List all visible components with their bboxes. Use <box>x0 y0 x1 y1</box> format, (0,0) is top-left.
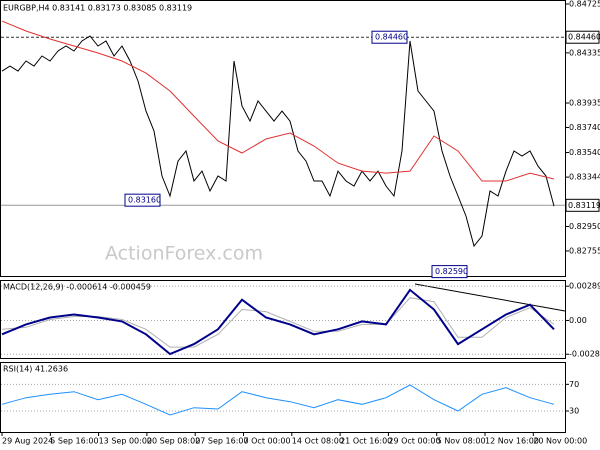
y-tick-label: 0.00 <box>569 316 587 325</box>
y-tick-label: 0.82755 <box>569 246 600 255</box>
series-line <box>1 20 555 182</box>
x-tick-label: 12 Nov 16:00 <box>485 437 539 446</box>
price-label: 0.83119 <box>568 201 600 210</box>
x-tick-label: 20 Sep 08:00 <box>147 437 200 446</box>
rsi-panel <box>0 362 566 433</box>
y-tick-label: 30 <box>569 407 579 416</box>
series-line <box>1 288 555 356</box>
series-line <box>1 297 555 348</box>
series-line <box>1 35 555 248</box>
y-tick-label: 70 <box>569 380 579 389</box>
x-tick-label: 29 Oct 00:00 <box>388 437 440 446</box>
macd-panel <box>0 280 566 359</box>
watermark: ActionForex.com <box>105 243 263 265</box>
main-panel <box>0 0 566 277</box>
series-line <box>1 384 555 416</box>
price-label-box <box>565 30 600 44</box>
x-tick-label: 5 Sep 16:00 <box>50 437 98 446</box>
y-tick-label: 0.002893 <box>569 282 600 291</box>
annotation-box <box>371 30 408 44</box>
annotation: 0.84460 <box>375 33 408 42</box>
x-tick-label: 5 Nov 08:00 <box>437 437 486 446</box>
x-tick-label: 21 Oct 16:00 <box>340 437 392 446</box>
x-tick-label: 7 Oct 00:00 <box>244 437 291 446</box>
y-tick-label: 0.82950 <box>569 222 600 231</box>
x-tick-label: 20 Nov 00:00 <box>533 437 587 446</box>
y-tick-label: -0.002852 <box>569 350 600 359</box>
annotation: 0.83160 <box>128 196 161 205</box>
annotation: 0.82590 <box>435 267 468 276</box>
y-tick-label: 0.83740 <box>569 123 600 132</box>
x-tick-label: 13 Sep 00:00 <box>99 437 152 446</box>
rsi-title: RSI(14) 41.2636 <box>3 365 68 374</box>
price-label: 0.84460 <box>568 33 600 42</box>
x-tick-label: 29 Aug 2024 <box>2 437 53 446</box>
price-label-box <box>565 198 600 212</box>
annotation-box <box>124 193 161 207</box>
y-tick-label: 0.83344 <box>569 173 600 182</box>
y-tick-label: 0.83540 <box>569 148 600 157</box>
macd-title: MACD(12,26,9) -0.000614 -0.000459 <box>3 283 151 292</box>
annotation-box <box>431 265 468 279</box>
chart-title: EURGBP,H4 0.83141 0.83173 0.83085 0.8311… <box>3 4 192 13</box>
x-tick-label: 14 Oct 08:00 <box>292 437 344 446</box>
trend-line <box>414 283 566 312</box>
y-tick-label: 0.84335 <box>569 48 600 57</box>
x-tick-label: 27 Sep 16:00 <box>195 437 248 446</box>
y-tick-label: 0.84725 <box>569 0 600 9</box>
y-tick-label: 0.83935 <box>569 99 600 108</box>
